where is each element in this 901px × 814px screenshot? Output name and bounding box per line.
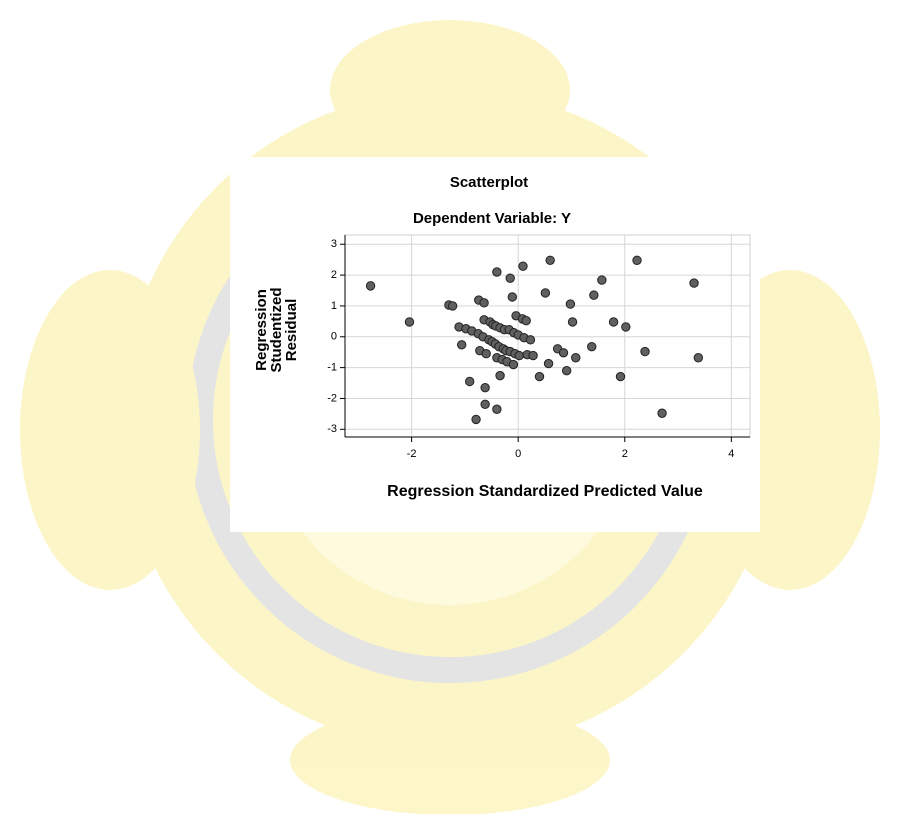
point	[693, 353, 704, 363]
point	[480, 382, 490, 393]
plot-frame	[344, 234, 751, 438]
point	[597, 275, 607, 285]
point	[464, 376, 475, 387]
point	[567, 317, 578, 327]
point	[608, 317, 619, 327]
point	[632, 255, 642, 265]
y-axis-label-line: Regression	[253, 289, 270, 371]
point	[518, 261, 528, 271]
y-tick-label: -1	[327, 362, 337, 374]
y-tick-label: -2	[327, 392, 337, 404]
point	[521, 316, 531, 326]
y-axis-label-line: Residual	[283, 299, 300, 362]
y-axis-label-line: Studentized	[268, 288, 285, 373]
y-tick-label: 0	[331, 331, 337, 343]
point	[528, 350, 538, 361]
point	[525, 335, 536, 345]
point	[508, 359, 519, 370]
plot-area: -3 -2 -1 0 1 2 3 -2 0 2 4	[327, 234, 751, 460]
point	[621, 322, 631, 332]
x-tick-label: 0	[515, 448, 521, 460]
point	[545, 255, 555, 265]
chart-title: Scatterplot	[450, 174, 528, 191]
x-tick-label: 2	[622, 448, 628, 460]
point	[481, 349, 491, 359]
point	[615, 371, 626, 382]
point	[558, 348, 569, 358]
point	[507, 292, 518, 302]
x-axis-label: Regression Standardized Predicted Value	[387, 483, 703, 500]
y-tick-label: 1	[331, 300, 337, 312]
point	[540, 288, 551, 298]
watermark-petal	[20, 270, 200, 590]
point	[457, 340, 467, 350]
point	[492, 404, 502, 414]
watermark-petal	[330, 20, 570, 160]
point	[534, 371, 545, 382]
x-tick-label: 4	[728, 448, 734, 460]
point	[587, 341, 597, 352]
point	[640, 346, 650, 357]
point	[589, 290, 599, 300]
point	[543, 358, 554, 369]
watermark-petal	[290, 705, 610, 814]
y-tick-label: 2	[331, 269, 337, 281]
y-tick-label: -3	[327, 423, 337, 435]
point	[492, 267, 502, 277]
point	[447, 301, 458, 311]
point	[561, 365, 572, 376]
point	[505, 273, 515, 283]
point	[571, 353, 581, 363]
y-tick-label: 3	[331, 238, 337, 250]
point	[404, 317, 415, 327]
point	[565, 299, 576, 309]
point	[514, 350, 524, 361]
y-axis-label: Regression Studentized Residual	[253, 288, 300, 373]
chart-subtitle: Dependent Variable: Y	[413, 210, 571, 227]
point	[480, 399, 490, 410]
point	[657, 408, 667, 418]
point	[689, 278, 699, 288]
point	[479, 298, 489, 308]
x-tick-label: -2	[407, 448, 417, 460]
point	[471, 414, 481, 425]
point	[495, 370, 505, 381]
point	[365, 281, 376, 291]
